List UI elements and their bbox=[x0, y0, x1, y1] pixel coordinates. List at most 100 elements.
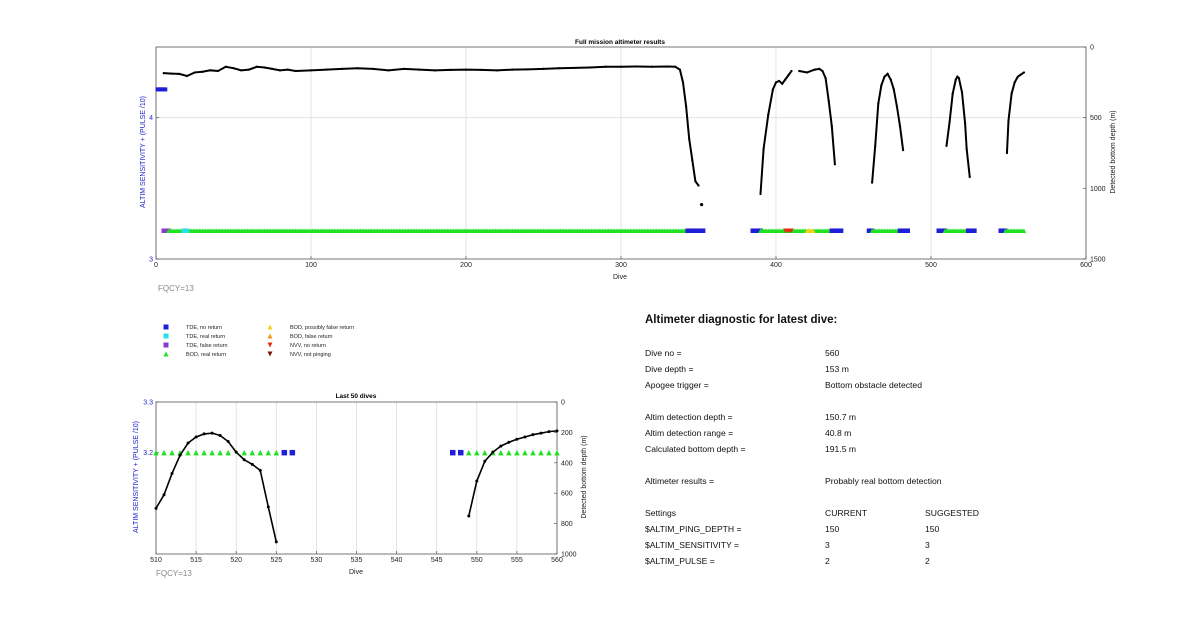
depth-point bbox=[948, 120, 951, 124]
depth-point bbox=[813, 68, 816, 71]
settings-header-label: Settings bbox=[645, 508, 677, 518]
status-marker bbox=[281, 449, 288, 456]
status-marker bbox=[522, 449, 528, 456]
legend-label: NVV, no return bbox=[290, 343, 326, 349]
x-tick-label: 560 bbox=[551, 557, 563, 564]
x-tick-label: 600 bbox=[1080, 262, 1092, 269]
x-tick-label: 400 bbox=[770, 262, 782, 269]
depth-point bbox=[226, 440, 230, 444]
full-mission-chart: Full mission altimeter results Dive ALTI… bbox=[140, 39, 1117, 293]
depth-point bbox=[194, 435, 198, 439]
depth-point bbox=[309, 69, 313, 72]
diagnostic-label: Dive no = bbox=[645, 348, 682, 358]
x-tick-label: 300 bbox=[615, 262, 627, 269]
status-marker bbox=[466, 449, 472, 456]
status-marker bbox=[838, 228, 844, 233]
depth-point bbox=[787, 74, 790, 77]
diagnostic-title: Altimeter diagnostic for latest dive: bbox=[645, 314, 838, 326]
depth-point bbox=[1013, 81, 1016, 84]
settings-label: $ALTIM_PING_DEPTH = bbox=[645, 524, 742, 534]
x-tick-label: 200 bbox=[460, 262, 472, 269]
depth-point bbox=[271, 67, 274, 71]
status-marker bbox=[972, 228, 977, 233]
depth-point bbox=[387, 69, 390, 72]
legend-marker bbox=[267, 351, 273, 357]
status-marker bbox=[153, 449, 159, 456]
depth-point bbox=[759, 192, 762, 196]
depth-point bbox=[209, 69, 212, 72]
depth-point bbox=[449, 68, 452, 71]
depth-point bbox=[874, 144, 877, 148]
settings-label: $ALTIM_SENSITIVITY = bbox=[645, 540, 740, 550]
status-marker bbox=[905, 228, 910, 233]
status-marker bbox=[482, 449, 488, 456]
depth-point bbox=[697, 184, 700, 187]
depth-point bbox=[531, 433, 535, 437]
depth-line bbox=[945, 75, 971, 178]
depth-point bbox=[1019, 73, 1023, 76]
diagnostic-value: 191.5 m bbox=[825, 444, 857, 454]
top-chart-ylabel-right: Detected bottom depth (m) bbox=[1110, 110, 1117, 193]
depth-point bbox=[889, 78, 892, 81]
top-chart-xlabel: Dive bbox=[613, 274, 627, 281]
depth-point bbox=[218, 433, 222, 437]
depth-point bbox=[557, 67, 561, 70]
y-right-tick-label: 200 bbox=[561, 430, 573, 437]
depth-line bbox=[759, 70, 793, 195]
status-marker bbox=[554, 449, 560, 456]
diagnostic-value: 153 m bbox=[825, 364, 849, 374]
depth-point bbox=[877, 102, 880, 105]
x-tick-label: 545 bbox=[431, 557, 443, 564]
depth-point bbox=[824, 76, 827, 80]
depth-point bbox=[960, 91, 964, 94]
depth-point bbox=[1010, 92, 1013, 95]
status-marker bbox=[498, 449, 504, 456]
legend-label: TDE, no return bbox=[186, 325, 222, 331]
diagnostic-value: Bottom obstacle detected bbox=[825, 380, 922, 390]
depth-point bbox=[240, 69, 243, 72]
depth-point bbox=[805, 71, 809, 74]
x-tick-label: 500 bbox=[925, 262, 937, 269]
depth-point bbox=[507, 440, 511, 444]
y-left-tick-label: 3 bbox=[149, 257, 153, 264]
status-marker bbox=[789, 228, 794, 233]
depth-point bbox=[821, 69, 824, 73]
depth-point bbox=[1005, 151, 1009, 155]
legend-marker bbox=[163, 351, 169, 357]
depth-point bbox=[274, 540, 278, 544]
x-tick-label: 100 bbox=[305, 262, 317, 269]
depth-point bbox=[956, 75, 959, 78]
diagnostic-label: Calculated bottom depth = bbox=[645, 444, 746, 454]
status-marker bbox=[169, 449, 175, 456]
depth-point bbox=[193, 71, 196, 74]
legend-marker bbox=[267, 333, 273, 339]
depth-line bbox=[163, 65, 700, 187]
settings-suggested: 2 bbox=[925, 556, 930, 566]
depth-point bbox=[892, 88, 895, 91]
depth-point bbox=[774, 81, 778, 84]
depth-point bbox=[325, 68, 328, 71]
depth-point bbox=[784, 78, 787, 81]
status-marker bbox=[530, 449, 536, 456]
depth-point bbox=[685, 105, 688, 108]
depth-point bbox=[162, 493, 166, 497]
status-marker bbox=[449, 449, 456, 456]
depth-point bbox=[294, 69, 297, 73]
legend-label: BOD, possibly false return bbox=[290, 325, 354, 331]
depth-point bbox=[418, 68, 421, 71]
depth-point bbox=[464, 68, 468, 71]
depth-point bbox=[790, 69, 793, 73]
diagnostic-label: Altim detection depth = bbox=[645, 412, 733, 422]
status-marker bbox=[241, 449, 247, 456]
depth-point bbox=[604, 65, 607, 68]
depth-point bbox=[247, 68, 251, 71]
x-tick-label: 0 bbox=[154, 262, 158, 269]
x-tick-label: 550 bbox=[471, 557, 483, 564]
depth-point bbox=[871, 181, 874, 184]
settings-header-current: CURRENT bbox=[825, 508, 868, 518]
status-marker bbox=[185, 449, 191, 456]
depth-point bbox=[467, 514, 471, 518]
diagnostic-value: 150.7 m bbox=[825, 412, 857, 422]
depth-point bbox=[951, 92, 954, 95]
depth-point bbox=[833, 163, 837, 166]
